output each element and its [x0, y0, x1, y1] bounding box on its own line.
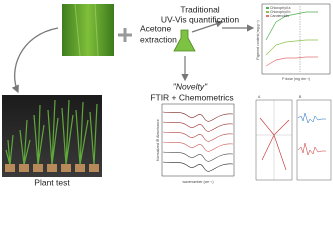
pots: [5, 164, 99, 172]
coefficient-curve: [297, 112, 326, 124]
ir-x-label: wavenumber (cm⁻¹): [182, 180, 213, 184]
legend-swatch: [266, 15, 269, 17]
traditional-label: UV-Vis quantification: [161, 14, 240, 24]
traditional-label: Traditional: [180, 4, 219, 14]
uv-x-label: P dose (mg dm⁻³): [282, 77, 310, 81]
plant-test-label: Plant test: [34, 177, 70, 187]
panel-label: B: [299, 95, 302, 99]
extraction-label: extraction: [140, 34, 177, 44]
ir-chart-frame: [161, 103, 235, 177]
legend-label: Carotenoids: [270, 14, 289, 18]
arrow: [191, 20, 224, 33]
legend-label: Chlorophyll a: [270, 6, 290, 10]
uv-curve: [265, 56, 318, 67]
uv-curve: [265, 39, 318, 56]
graphical-abstract: Plant test Acetone extraction Traditiona…: [2, 3, 332, 187]
novelty-label: "Novelty": [173, 81, 208, 91]
ir-y-label: Normalized IR Absorbance: [156, 119, 160, 161]
plants: [5, 99, 98, 166]
uv-curve: [265, 11, 318, 41]
legend-label: Chlorophyll b: [270, 10, 290, 14]
uv-y-label: Pigment content (mg g⁻¹): [256, 20, 260, 59]
coefficient-curve: [297, 142, 326, 156]
panel-label: A: [258, 95, 261, 99]
plus-sign: [118, 28, 132, 42]
legend-swatch: [266, 7, 269, 9]
leaf-vein: [74, 3, 99, 57]
extraction-label: Acetone: [140, 23, 171, 33]
loading-vectors: [259, 117, 290, 171]
legend-swatch: [266, 11, 269, 13]
uv-chart-frame: [261, 3, 331, 75]
panel-b-frame: [296, 99, 332, 181]
ir-spectra: [162, 111, 234, 172]
leaf-photo: [62, 4, 114, 56]
ftir-label: FTIR + Chemometrics: [150, 92, 233, 102]
arrow: [11, 27, 59, 94]
flask: [173, 29, 196, 52]
